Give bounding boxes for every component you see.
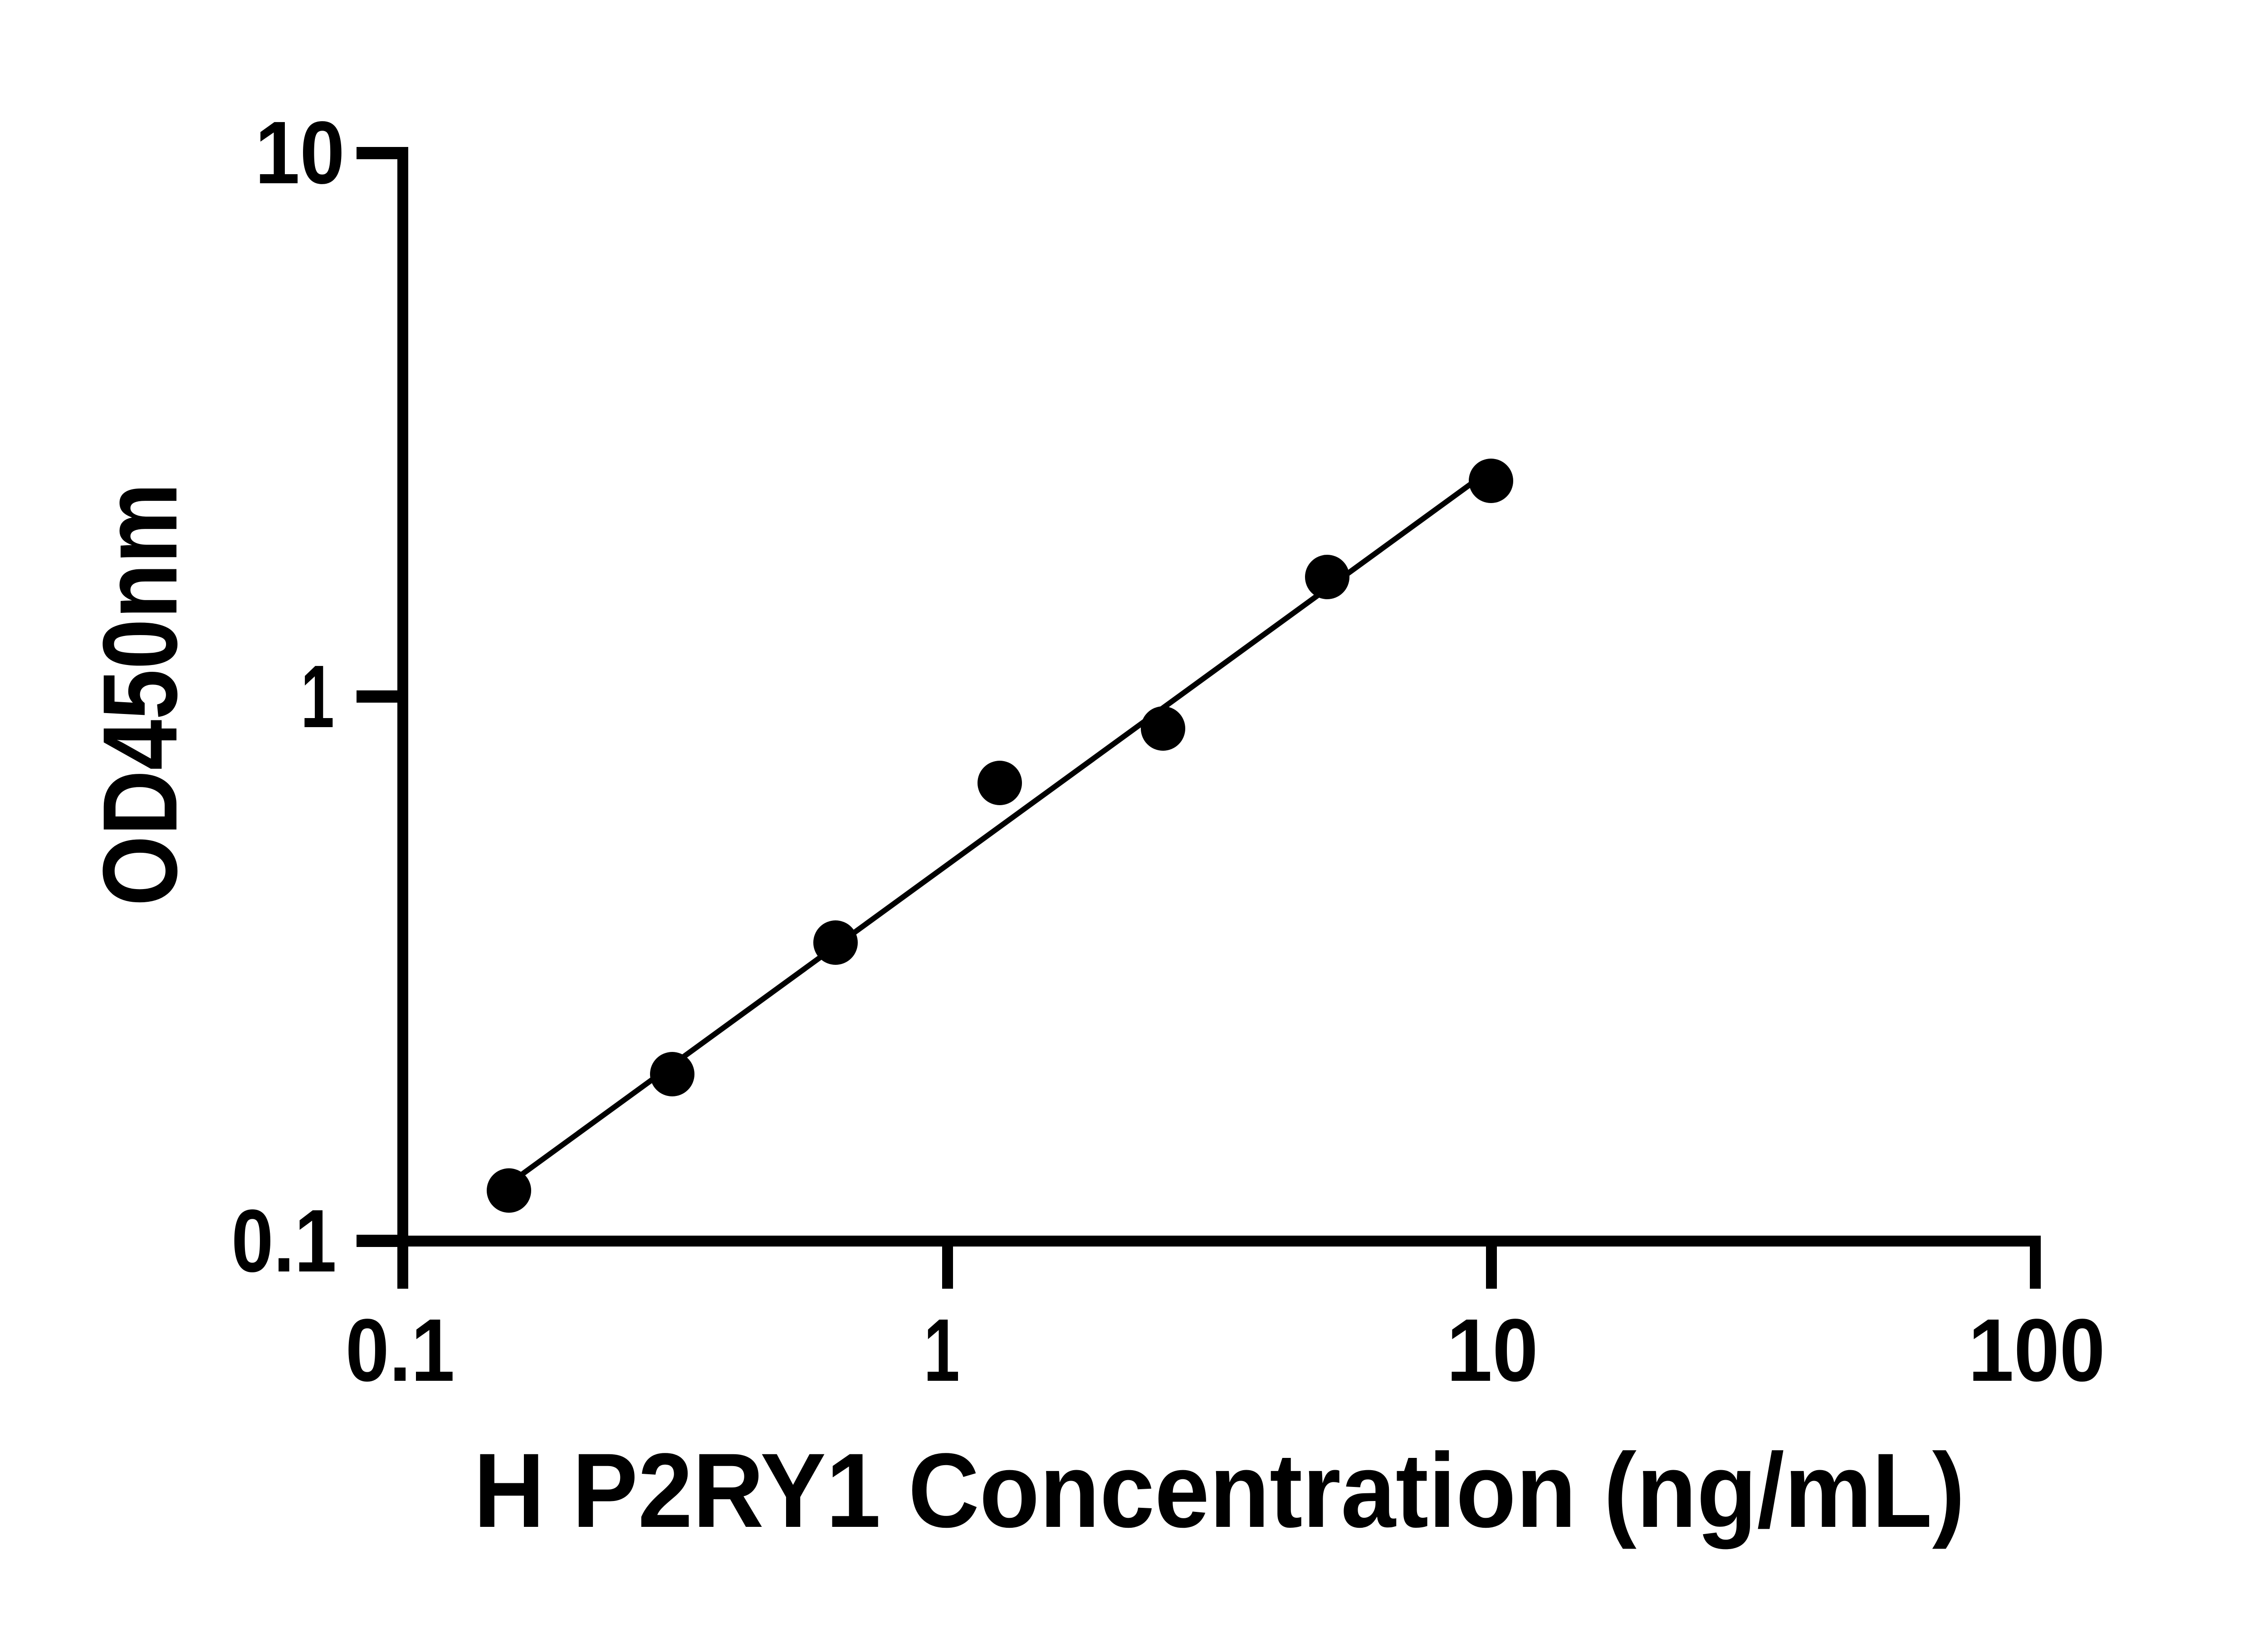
svg-text:0.1: 0.1 — [231, 1191, 337, 1291]
svg-text:H P2RY1 Concentration (ng/mL): H P2RY1 Concentration (ng/mL) — [474, 1432, 1965, 1550]
svg-text:0.1: 0.1 — [346, 1301, 455, 1400]
svg-text:1: 1 — [924, 1301, 960, 1400]
svg-text:OD450nm: OD450nm — [81, 483, 199, 906]
svg-text:10: 10 — [255, 103, 345, 202]
svg-text:10: 10 — [1447, 1301, 1538, 1400]
svg-text:100: 100 — [1968, 1301, 2105, 1400]
svg-text:1: 1 — [301, 647, 334, 746]
